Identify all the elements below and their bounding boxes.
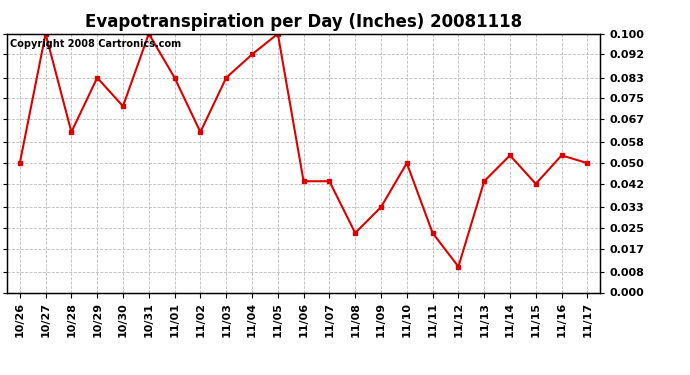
Text: Copyright 2008 Cartronics.com: Copyright 2008 Cartronics.com [10, 39, 181, 49]
Title: Evapotranspiration per Day (Inches) 20081118: Evapotranspiration per Day (Inches) 2008… [85, 13, 522, 31]
